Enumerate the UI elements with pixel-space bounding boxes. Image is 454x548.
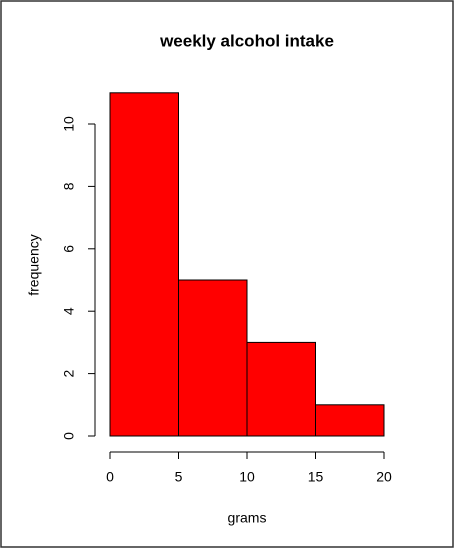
y-tick-label: 4 — [61, 307, 77, 315]
y-tick-label: 6 — [61, 245, 77, 253]
bar — [178, 279, 248, 437]
bar — [109, 92, 179, 437]
x-tick-label: 20 — [376, 469, 392, 485]
x-axis-label: grams — [228, 510, 267, 526]
y-tick-label: 2 — [61, 369, 77, 377]
y-tick-label: 0 — [61, 432, 77, 440]
x-tick-label: 10 — [239, 469, 255, 485]
bar — [246, 341, 316, 437]
y-tick-label: 10 — [61, 116, 77, 132]
y-axis-label: frequency — [26, 234, 42, 295]
x-tick-label: 0 — [106, 469, 114, 485]
y-tick-label: 8 — [61, 182, 77, 190]
bar — [315, 404, 385, 437]
chart-title: weekly alcohol intake — [159, 31, 334, 50]
x-tick-label: 5 — [175, 469, 183, 485]
x-tick-label: 15 — [308, 469, 324, 485]
